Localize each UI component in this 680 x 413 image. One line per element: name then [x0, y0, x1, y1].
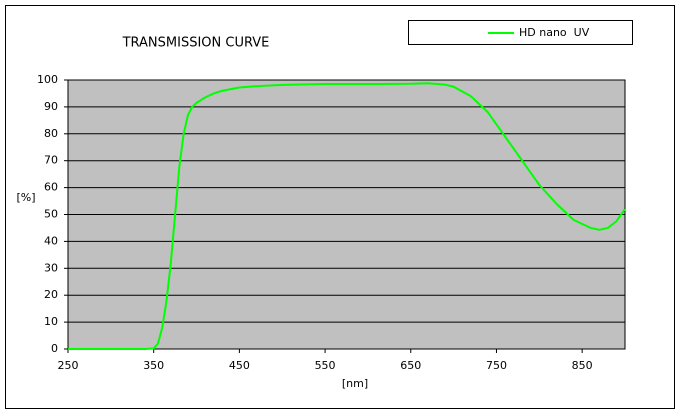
y-tick-label: 50: [44, 208, 58, 221]
x-tick-label: 850: [572, 359, 593, 372]
x-tick-label: 650: [400, 359, 421, 372]
y-tick-label: 100: [37, 73, 58, 86]
legend-box: [408, 20, 633, 45]
chart-title: TRANSMISSION CURVE: [122, 36, 270, 51]
x-tick-label: 350: [143, 359, 164, 372]
y-tick-label: 20: [44, 288, 58, 301]
y-tick-label: 80: [44, 127, 58, 140]
x-tick-label: 550: [315, 359, 336, 372]
line: [68, 82, 626, 350]
x-axis-label: [nm]: [342, 377, 368, 390]
y-tick-label: 90: [44, 100, 58, 113]
y-axis-label: [%]: [16, 191, 35, 204]
x-tick-label: 450: [229, 359, 250, 372]
y-tick-label: 40: [44, 234, 58, 247]
y-tick-label: 10: [44, 315, 58, 328]
legend-label: HD nano UV: [519, 26, 590, 39]
y-tick-label: 30: [44, 261, 58, 274]
x-tick-label: 250: [58, 359, 79, 372]
x-tick-label: 750: [486, 359, 507, 372]
y-tick-label: 60: [44, 181, 58, 194]
y-tick-label: 0: [51, 342, 58, 355]
y-tick-label: 70: [44, 154, 58, 167]
